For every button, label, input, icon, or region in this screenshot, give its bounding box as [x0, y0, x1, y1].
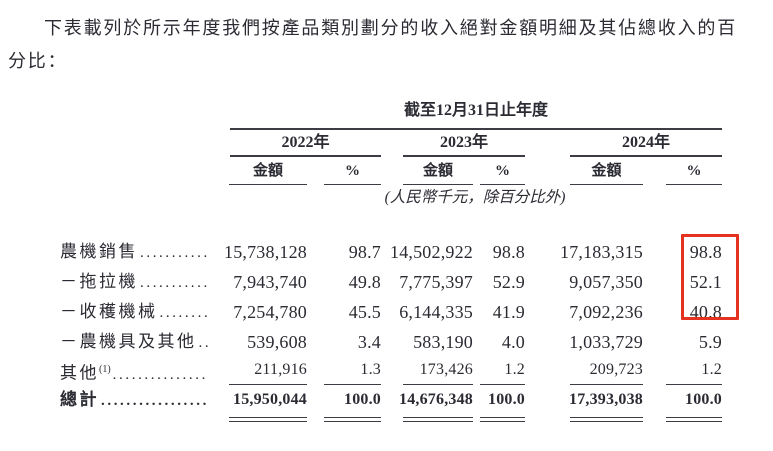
percent-cell: 45.5	[348, 302, 381, 322]
total-amount-cell: 15,950,044	[233, 391, 307, 408]
amount-cell: 15,738,128	[224, 242, 307, 262]
period-header: 截至12月31日止年度	[230, 102, 722, 130]
table-row-total: 總計................................ 15,95…	[60, 387, 722, 427]
year-header-2023: 2023年	[403, 134, 525, 157]
period-header-cell: 截至12月31日止年度	[208, 102, 722, 130]
amount-cell: 209,723	[589, 361, 643, 378]
dot-leader: ................................	[101, 393, 208, 409]
dot-leader: ................................	[198, 335, 209, 351]
rule-line	[666, 384, 722, 385]
table-row-others: 其他(1)................................ 21…	[60, 357, 722, 387]
total-percent-cell: 100.0	[344, 391, 381, 408]
row-label: －收穫機械	[60, 302, 158, 321]
total-amount-cell: 17,393,038	[569, 391, 643, 408]
amount-cell: 9,057,350	[569, 272, 643, 292]
rule-line	[480, 384, 525, 385]
dot-leader: ................................	[140, 275, 208, 291]
row-label: 農機銷售	[60, 242, 138, 261]
amount-cell: 539,608	[247, 332, 307, 352]
unit-note: (人民幣千元，除百分比外)	[384, 189, 566, 206]
amount-cell: 7,943,740	[233, 272, 307, 292]
dot-leader: ................................	[112, 366, 208, 383]
year-header-2024-cell: 2024年	[525, 134, 722, 157]
percent-cell: 4.0	[501, 332, 525, 352]
rule-line	[229, 384, 307, 385]
percent-cell: 98.8	[492, 242, 525, 262]
double-rule-line	[666, 417, 722, 422]
double-rule-line	[403, 417, 473, 422]
percent-cell: 98.7	[348, 242, 381, 262]
amount-cell: 7,254,780	[233, 302, 307, 322]
row-label: －拖拉機	[60, 272, 138, 291]
total-amount-cell: 14,676,348	[399, 391, 473, 408]
percent-cell: 3.4	[357, 332, 381, 352]
row-label: 其他(1)	[60, 363, 111, 383]
amount-header-2024: 金額	[570, 163, 643, 185]
amount-cell: 7,775,397	[399, 272, 473, 292]
table-row-farm-machinery-sales: 農機銷售................................ 15,…	[60, 237, 722, 267]
percent-cell: 1.2	[504, 361, 525, 378]
percent-cell: 1.3	[360, 361, 381, 378]
amount-cell: 6,144,335	[399, 302, 473, 322]
year-header-2024: 2024年	[570, 134, 722, 157]
percent-cell-highlighted: 98.8	[689, 242, 722, 262]
amount-cell: 1,033,729	[569, 332, 643, 352]
amount-cell: 173,426	[419, 361, 473, 378]
double-rule-line	[324, 417, 381, 422]
percent-cell-highlighted: 52.1	[689, 272, 722, 292]
percent-header-2023: %	[480, 163, 525, 185]
percent-cell: 5.9	[698, 332, 722, 352]
rule-line	[324, 384, 381, 385]
percent-cell: 1.2	[701, 361, 722, 378]
amount-cell: 14,502,922	[390, 242, 473, 262]
highlight-box	[681, 234, 739, 320]
percent-cell: 49.8	[348, 272, 381, 292]
year-header-2022-cell: 2022年	[208, 134, 381, 157]
rule-line	[403, 384, 473, 385]
amount-cell: 7,092,236	[569, 302, 643, 322]
double-rule-line	[480, 417, 525, 422]
dot-leader: ................................	[159, 305, 209, 321]
total-percent-cell: 100.0	[685, 391, 722, 408]
percent-header-2024: %	[666, 163, 722, 185]
amount-cell: 17,183,315	[560, 242, 643, 262]
dot-leader: ................................	[140, 245, 208, 261]
year-header-2023-cell: 2023年	[381, 134, 525, 157]
percent-cell: 41.9	[492, 302, 525, 322]
amount-header-2023: 金額	[403, 163, 473, 185]
intro-paragraph: 下表載列於所示年度我們按產品類別劃分的收入絕對金額明細及其佔總收入的百分比：	[8, 18, 737, 71]
row-label: －農機具及其他	[60, 332, 197, 351]
double-rule-line	[570, 417, 643, 422]
amount-cell: 583,190	[413, 332, 473, 352]
rule-line	[570, 384, 643, 385]
revenue-by-product-table: 截至12月31日止年度 2022年 2023年 2024年 金額 % 金額 % …	[60, 100, 722, 427]
amount-header-2022: 金額	[229, 163, 307, 185]
total-label: 總計	[60, 390, 99, 409]
table-row-harvesting-machinery: －收穫機械................................ 7,…	[60, 297, 722, 327]
spacer	[60, 209, 722, 237]
footnote-ref: (1)	[99, 364, 111, 375]
percent-header-2022: %	[324, 163, 381, 185]
double-rule-line	[229, 417, 307, 422]
table-row-implements-and-others: －農機具及其他................................ …	[60, 327, 722, 357]
total-percent-cell: 100.0	[488, 391, 525, 408]
year-header-2022: 2022年	[230, 134, 381, 157]
percent-cell: 52.9	[492, 272, 525, 292]
table-row-tractors: －拖拉機................................ 7,9…	[60, 267, 722, 297]
amount-cell: 211,916	[254, 361, 307, 378]
